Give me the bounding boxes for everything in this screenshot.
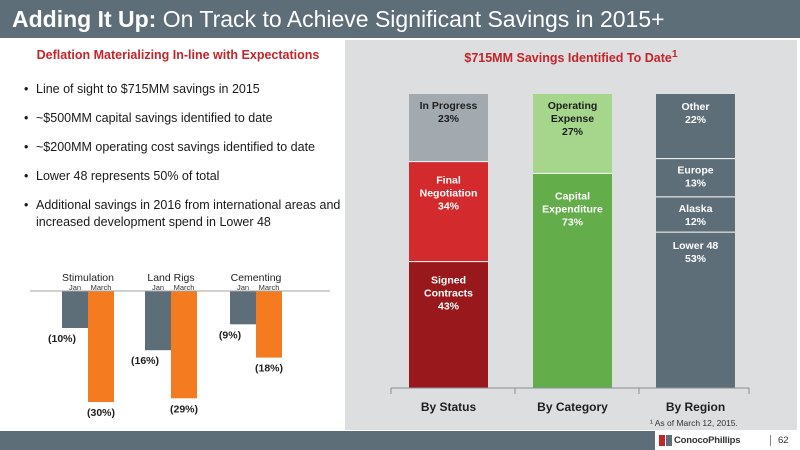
- stack-segment: [656, 158, 735, 197]
- bar-jan: [62, 291, 88, 328]
- stack-segment: [533, 173, 612, 388]
- footnote: ¹ As of March 12, 2015.: [650, 418, 738, 428]
- footer-bar: [0, 431, 655, 450]
- page-number: 62: [778, 435, 789, 446]
- segment-pct: 73%: [562, 216, 584, 228]
- segment-pct: 23%: [438, 113, 460, 125]
- series-label: March: [91, 283, 112, 292]
- segment-label: Alaska: [679, 203, 713, 215]
- segment-pct: 12%: [685, 216, 707, 228]
- segment-label: Final: [436, 175, 461, 187]
- data-label: (16%): [131, 355, 159, 367]
- segment-pct: 27%: [562, 126, 584, 138]
- segment-label: Negotiation: [420, 188, 478, 200]
- bar-jan: [145, 291, 171, 351]
- axis-category-label: By Status: [421, 400, 477, 414]
- page-separator: [770, 435, 771, 446]
- segment-label: Europe: [677, 165, 713, 177]
- series-label: March: [174, 283, 195, 292]
- bullet-item: Line of sight to $715MM savings in 2015: [24, 81, 364, 98]
- segment-label: Expenditure: [542, 203, 603, 215]
- stack-segment: [533, 94, 612, 174]
- axis-category-label: By Region: [666, 400, 725, 414]
- footnote-marker: 1: [671, 49, 678, 60]
- logo-mark-left: [659, 435, 665, 446]
- data-label: (9%): [219, 329, 241, 341]
- stack-segment: [409, 94, 488, 162]
- segment-pct: 53%: [685, 253, 707, 265]
- segment-label: Operating: [548, 100, 598, 112]
- bullet-item: ~$500MM capital savings identified to da…: [24, 110, 364, 127]
- logo-text: ConocoPhillips: [674, 435, 741, 446]
- page-title-rest: On Track to Achieve Significant Savings …: [162, 6, 665, 32]
- bullet-item: Lower 48 represents 50% of total: [24, 168, 364, 185]
- conocophillips-logo-icon: [659, 435, 672, 446]
- data-label: (30%): [87, 407, 115, 419]
- segment-label: Lower 48: [673, 240, 719, 252]
- axis-category-label: By Category: [537, 400, 608, 414]
- stack-segment: [656, 94, 735, 159]
- segment-pct: 13%: [685, 178, 707, 190]
- left-heading: Deflation Materializing In-line with Exp…: [36, 48, 320, 62]
- series-label: March: [259, 283, 280, 292]
- segment-label: Other: [681, 101, 709, 113]
- bar-jan: [230, 291, 256, 325]
- page-title-bold: Adding It Up:: [12, 6, 157, 32]
- stack-segment: [656, 232, 735, 388]
- bar-march: [171, 291, 197, 399]
- data-label: (29%): [170, 403, 198, 415]
- data-label: (18%): [255, 363, 283, 375]
- header-bar: Adding It Up: On Track to Achieve Signif…: [0, 0, 800, 38]
- bar-march: [256, 291, 282, 358]
- segment-label: In Progress: [420, 100, 478, 112]
- bar-march: [88, 291, 114, 402]
- segment-label: Expense: [551, 113, 594, 125]
- category-label: Cementing: [231, 272, 282, 284]
- bullet-list: Line of sight to $715MM savings in 2015 …: [24, 81, 364, 243]
- segment-pct: 22%: [685, 114, 707, 126]
- segment-pct: 43%: [438, 301, 460, 313]
- segment-label: Contracts: [424, 288, 473, 300]
- bullet-item: ~$200MM operating cost savings identifie…: [24, 139, 364, 156]
- series-label: Jan: [237, 283, 249, 292]
- data-label: (10%): [48, 333, 76, 345]
- category-label: Land Rigs: [147, 272, 194, 284]
- segment-label: Capital: [555, 190, 590, 202]
- series-label: Jan: [69, 283, 81, 292]
- logo-mark-right: [666, 435, 672, 446]
- logo-area: ConocoPhillips 62: [655, 431, 800, 450]
- savings-panel: $715MM Savings Identified To Date1 Signe…: [345, 40, 797, 430]
- savings-heading: $715MM Savings Identified To Date1: [345, 49, 797, 65]
- stack-segment: [656, 196, 735, 233]
- page-title: Adding It Up: On Track to Achieve Signif…: [12, 5, 665, 33]
- segment-label: Signed: [431, 275, 466, 287]
- segment-pct: 34%: [438, 201, 460, 213]
- stack-segment: [409, 261, 488, 388]
- stack-segment: [409, 161, 488, 262]
- category-label: Stimulation: [62, 272, 114, 284]
- series-label: Jan: [152, 283, 164, 292]
- savings-heading-text: $715MM Savings Identified To Date: [464, 51, 672, 66]
- bullet-item: Additional savings in 2016 from internat…: [24, 197, 364, 231]
